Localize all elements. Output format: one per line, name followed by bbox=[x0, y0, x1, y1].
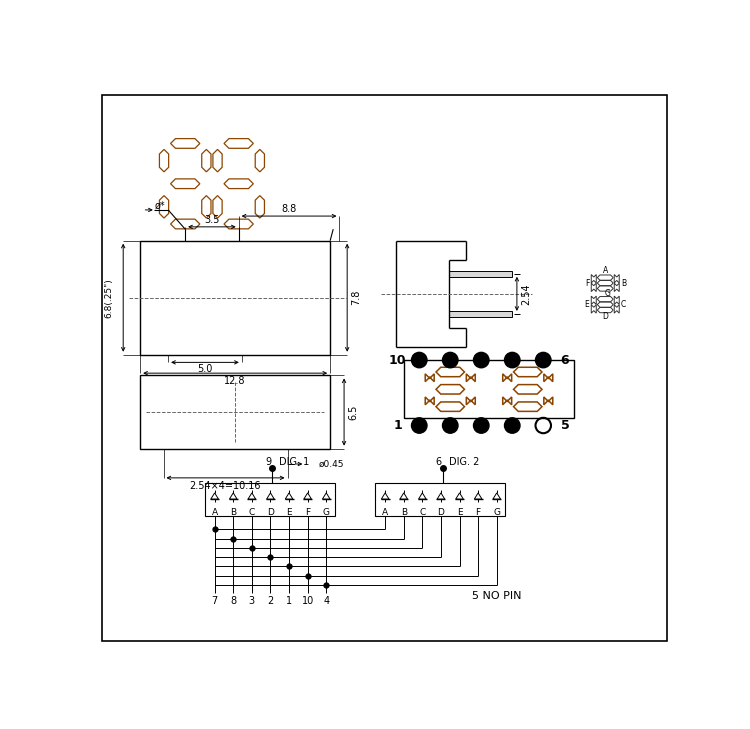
Text: 12.8: 12.8 bbox=[224, 376, 246, 386]
Text: DIG. 1: DIG. 1 bbox=[278, 456, 309, 467]
Text: B: B bbox=[230, 508, 236, 517]
Text: 6.5: 6.5 bbox=[348, 405, 358, 420]
Text: F: F bbox=[585, 278, 590, 287]
Text: A: A bbox=[211, 508, 217, 517]
Text: ø0.45: ø0.45 bbox=[319, 459, 344, 469]
Bar bbox=[404, 360, 574, 418]
Bar bbox=[140, 375, 330, 448]
Circle shape bbox=[536, 352, 551, 367]
Text: G: G bbox=[604, 289, 610, 298]
Circle shape bbox=[473, 418, 489, 433]
Text: G: G bbox=[322, 508, 330, 517]
Text: E: E bbox=[584, 300, 590, 309]
Text: 6: 6 bbox=[561, 354, 569, 367]
Text: 5 NO PIN: 5 NO PIN bbox=[472, 591, 521, 601]
Text: 10: 10 bbox=[302, 596, 313, 606]
Text: 9: 9 bbox=[265, 456, 272, 467]
Bar bbox=[140, 241, 330, 355]
Text: 3: 3 bbox=[249, 596, 255, 606]
Circle shape bbox=[442, 418, 458, 433]
Text: 3.5: 3.5 bbox=[204, 215, 220, 225]
Text: 8: 8 bbox=[230, 596, 236, 606]
Text: 8.8: 8.8 bbox=[281, 204, 297, 214]
Text: E: E bbox=[457, 508, 462, 517]
Text: D: D bbox=[437, 508, 445, 517]
Text: B: B bbox=[621, 278, 626, 287]
Text: 5.0: 5.0 bbox=[197, 364, 213, 374]
Text: A: A bbox=[603, 266, 608, 276]
Text: ø*: ø* bbox=[154, 200, 165, 210]
Text: 1: 1 bbox=[393, 419, 402, 432]
Text: 7: 7 bbox=[211, 596, 217, 606]
Circle shape bbox=[505, 352, 520, 367]
Text: G: G bbox=[494, 508, 500, 517]
Text: 2.54: 2.54 bbox=[521, 283, 531, 305]
Text: E: E bbox=[286, 508, 292, 517]
Text: 7.8: 7.8 bbox=[352, 290, 362, 305]
Text: F: F bbox=[476, 508, 481, 517]
Circle shape bbox=[442, 352, 458, 367]
Bar bbox=[448, 311, 512, 316]
Circle shape bbox=[412, 418, 427, 433]
Text: 10: 10 bbox=[388, 354, 406, 367]
Text: 6: 6 bbox=[436, 456, 442, 467]
Text: B: B bbox=[400, 508, 406, 517]
Text: D: D bbox=[267, 508, 274, 517]
Text: C: C bbox=[419, 508, 425, 517]
Text: 5: 5 bbox=[560, 419, 569, 432]
Circle shape bbox=[412, 352, 427, 367]
Text: 2.54×4=10.16: 2.54×4=10.16 bbox=[190, 480, 261, 491]
Text: C: C bbox=[621, 300, 626, 309]
Bar bbox=[375, 483, 506, 515]
Text: 4: 4 bbox=[323, 596, 329, 606]
Text: 6.8(.25"): 6.8(.25") bbox=[105, 278, 114, 318]
Bar bbox=[448, 271, 512, 276]
Text: 2: 2 bbox=[267, 596, 274, 606]
Text: C: C bbox=[249, 508, 255, 517]
Text: F: F bbox=[305, 508, 310, 517]
Bar bbox=[205, 483, 334, 515]
Text: 1: 1 bbox=[286, 596, 292, 606]
Text: A: A bbox=[382, 508, 388, 517]
Circle shape bbox=[505, 418, 520, 433]
Text: DIG. 2: DIG. 2 bbox=[449, 456, 479, 467]
Text: D: D bbox=[602, 313, 608, 321]
Circle shape bbox=[473, 352, 489, 367]
